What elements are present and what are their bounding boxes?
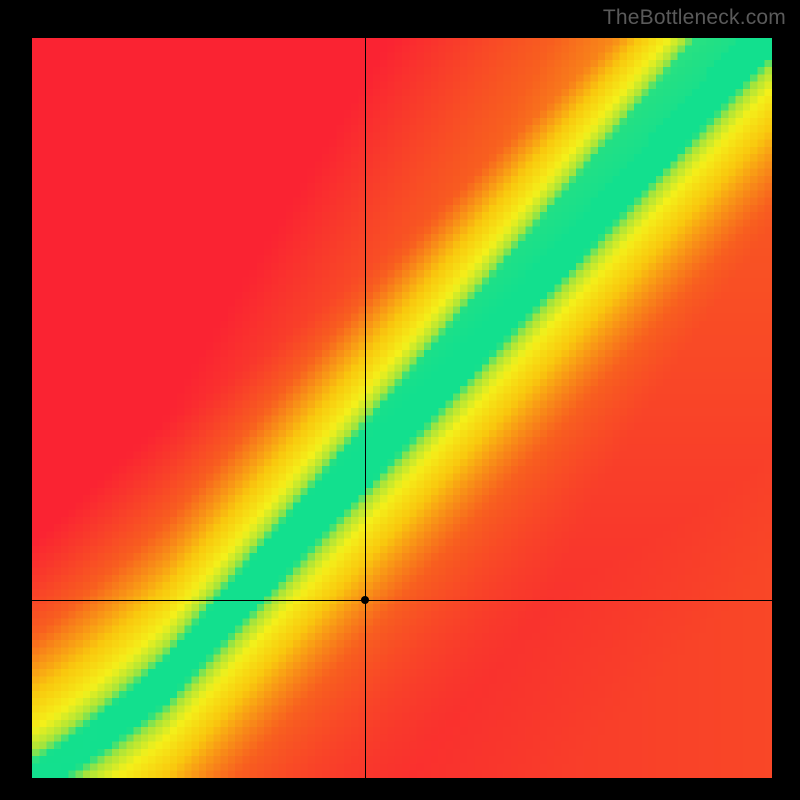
crosshair-marker	[361, 596, 369, 604]
crosshair-vertical	[365, 38, 366, 778]
heatmap-canvas	[32, 38, 772, 778]
watermark-text: TheBottleneck.com	[603, 6, 786, 30]
chart-container: { "source_watermark": "TheBottleneck.com…	[0, 0, 800, 800]
crosshair-horizontal	[32, 600, 772, 601]
